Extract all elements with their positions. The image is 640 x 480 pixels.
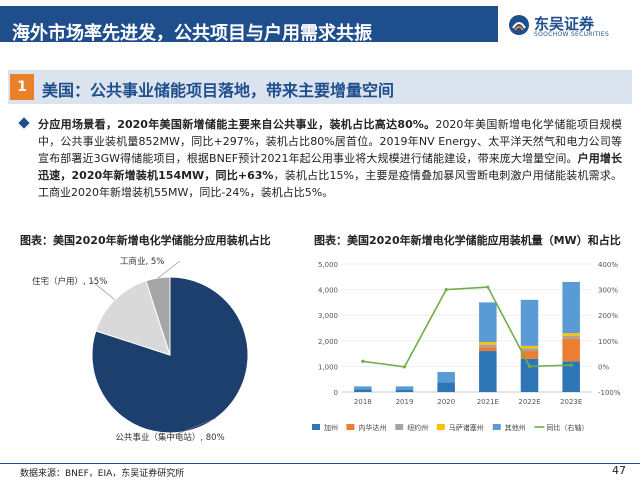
y2-tick-label: 400% xyxy=(598,261,618,269)
pie-leader-line xyxy=(91,280,116,301)
data-source: 数据来源：BNEF，EIA，东吴证券研究所 xyxy=(20,469,185,479)
bar-segment xyxy=(562,361,580,392)
footer-divider xyxy=(0,463,640,464)
bar-segment xyxy=(520,348,539,352)
para-segment-3: 户用增长迅速，2020年新增装机154MW，同比+63% xyxy=(38,152,622,182)
y-tick-label: 2,000 xyxy=(318,338,338,346)
pie-chart-title: 图表：美国2020年新增电化学储能分应用装机占比 xyxy=(20,234,271,247)
title-banner: 海外市场率先进发，公共项目与户用需求共振 xyxy=(0,6,498,44)
y-tick-label: 3,000 xyxy=(318,312,338,320)
para-segment-1: 分应用场景看，2020年美国新增储能主要来自公共事业，装机占比高达80%。 xyxy=(38,118,436,131)
legend-label: 内华达州 xyxy=(358,423,386,432)
pie-leader-line xyxy=(157,260,181,279)
bar-segment xyxy=(395,386,414,390)
y2-tick-label: 0% xyxy=(598,363,609,371)
legend-swatch xyxy=(436,424,445,430)
y-tick-label: 1,000 xyxy=(318,363,338,371)
legend-swatch xyxy=(346,424,355,430)
logo-text: 东吴证券 xyxy=(534,15,595,33)
bar-segment xyxy=(479,342,497,345)
pie-slice-label: 公共事业（集中电站）, 80% xyxy=(115,432,224,443)
x-tick-label: 2020 xyxy=(437,398,455,406)
bar-segment xyxy=(520,358,539,392)
bar-segment xyxy=(479,302,497,343)
bar-segment xyxy=(520,299,539,346)
y2-tick-label: 300% xyxy=(598,287,618,295)
y2-tick-label: 100% xyxy=(598,338,618,346)
y2-tick-label: 200% xyxy=(598,312,618,320)
x-tick-label: 2021E xyxy=(477,398,499,406)
bar-segment xyxy=(395,389,414,392)
yoy-point xyxy=(569,363,573,367)
bar-segment xyxy=(562,281,580,334)
yoy-point xyxy=(444,288,448,292)
y-tick-label: 5,000 xyxy=(318,261,338,269)
x-tick-label: 2023E xyxy=(560,398,582,406)
yoy-point xyxy=(527,364,532,368)
bar-chart: 0 1,000 2,000 3,000 4,000 5,000 -100% 0% 100% 200… xyxy=(312,261,621,432)
y-tick-label: 4,000 xyxy=(318,287,338,295)
section-title: 美国：公共事业储能项目落地，带来主要增量空间 xyxy=(42,81,395,100)
yoy-point xyxy=(361,359,365,363)
bar-segment xyxy=(562,335,580,339)
section-number: 1 xyxy=(10,74,34,100)
x-tick-label: 2018 xyxy=(354,398,372,406)
para-segment-2: 2020年美国新增电化学储能项目规模中，公共事业装机量852MW，同比+297%… xyxy=(38,118,622,165)
legend-label: 马萨诸塞州 xyxy=(449,423,484,432)
y2-tick-label: -100% xyxy=(598,389,621,397)
page-title: 海外市场率先进发，公共项目与户用需求共振 xyxy=(12,23,372,44)
yoy-point xyxy=(486,285,490,289)
pie-slice-label: 住宅（户用）, 15% xyxy=(32,276,107,287)
header: 海外市场率先进发，公共项目与户用需求共振 东吴证券 SOOCHOW SECURI… xyxy=(0,0,640,46)
bar-segment xyxy=(479,344,497,348)
legend-label: 加州 xyxy=(324,423,338,432)
legend-swatch xyxy=(395,424,404,430)
bar-segment xyxy=(437,382,455,392)
page-number: 47 xyxy=(612,464,626,477)
bar-segment xyxy=(437,372,455,383)
bar-segment xyxy=(520,351,539,359)
bar-segment xyxy=(479,351,497,392)
section-header: 1 美国：公共事业储能项目落地，带来主要增量空间 xyxy=(8,70,632,104)
y-tick-label: 0 xyxy=(334,389,338,397)
legend-label: 纽约州 xyxy=(407,423,428,432)
logo-subtext: SOOCHOW SECURITIES xyxy=(534,31,610,38)
legend-label: 其他州 xyxy=(505,423,526,432)
bar-segment xyxy=(562,333,580,336)
pie-leader-line xyxy=(169,417,216,438)
legend-swatch xyxy=(312,424,320,430)
x-tick-label: 2022E xyxy=(518,398,540,406)
brand-logo: 东吴证券 SOOCHOW SECURITIES xyxy=(508,12,636,40)
bar-chart-title: 图表：美国2020年新增电化学储能应用装机量（MW）和占比 xyxy=(314,234,621,247)
legend-label: 同比（右轴） xyxy=(546,423,588,432)
bar-segment xyxy=(520,345,539,349)
bar-segment xyxy=(354,386,372,390)
bar-segment xyxy=(354,389,372,392)
yoy-line xyxy=(362,286,572,368)
bullet-paragraph: 分应用场景看，2020年美国新增储能主要来自公共事业，装机占比高达80%。202… xyxy=(38,116,622,201)
brand-mark-icon xyxy=(509,15,529,35)
diamond-bullet-icon xyxy=(18,117,30,129)
para-segment-4: ，装机占比15%，主要是疫情叠加暴风雪断电刺激户用储能装机需求。工商业2020年… xyxy=(38,169,622,199)
pie-slice-label: 工商业, 5% xyxy=(120,256,164,267)
legend-swatch xyxy=(492,424,501,430)
bar-segment xyxy=(479,347,497,352)
pie-chart: 公共事业（集中电站）, 80% 住宅（户用）, 15% 工商业, 5% xyxy=(32,256,249,443)
yoy-point xyxy=(402,365,407,369)
x-tick-label: 2019 xyxy=(396,398,414,406)
bar-segment xyxy=(562,338,580,362)
